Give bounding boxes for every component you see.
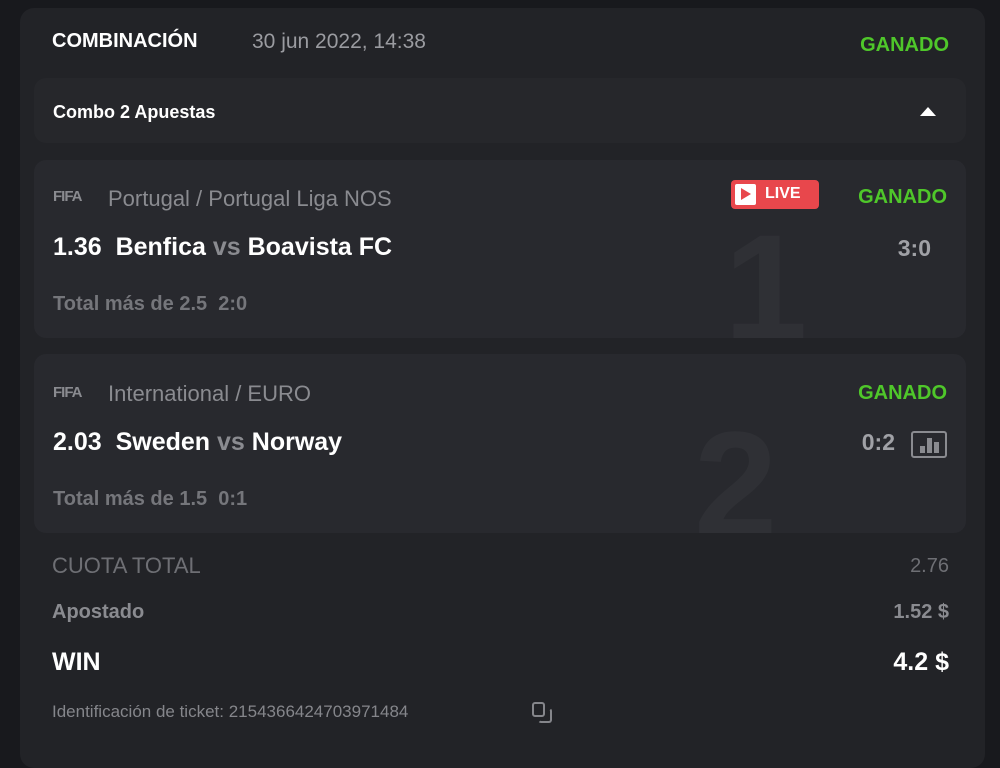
leg-index: 2 xyxy=(694,400,778,533)
market: Total más de 2.5 xyxy=(53,293,208,315)
leg-2: 2 FIFA International / EURO GANADO 2.03 … xyxy=(34,354,966,533)
market: Total más de 1.5 xyxy=(53,488,208,510)
away-team: Boavista FC xyxy=(247,233,393,261)
combo-label: Combo 2 Apuestas xyxy=(53,102,216,122)
league: International / EURO xyxy=(108,381,311,406)
combo-toggle[interactable]: Combo 2 Apuestas xyxy=(34,78,966,143)
staked-label: Apostado xyxy=(52,601,145,623)
leg-status: GANADO xyxy=(858,382,947,404)
market-score: 0:1 xyxy=(218,488,248,510)
bet-type: COMBINACIÓN xyxy=(52,30,198,52)
live-badge: LIVE xyxy=(731,180,819,209)
leg-index: 1 xyxy=(724,203,808,338)
win-label: WIN xyxy=(52,648,101,676)
home-team: Sweden xyxy=(115,428,211,456)
ticket-id: 2154366424703971484 xyxy=(228,702,409,721)
score: 3:0 xyxy=(897,235,931,261)
total-odds: 2.76 xyxy=(910,555,949,577)
live-label: LIVE xyxy=(765,185,801,202)
odds: 1.36 xyxy=(53,233,102,261)
bet-status: GANADO xyxy=(860,34,949,56)
stats-icon[interactable] xyxy=(911,431,947,458)
fifa-icon: FIFA xyxy=(53,384,82,401)
bet-date: 30 jun 2022, 14:38 xyxy=(252,30,426,53)
odds: 2.03 xyxy=(53,428,102,456)
win-amount: 4.2 $ xyxy=(893,648,949,676)
vs: vs xyxy=(217,428,245,456)
total-odds-label: CUOTA TOTAL xyxy=(52,553,201,578)
score: 0:2 xyxy=(861,429,895,455)
play-icon xyxy=(741,188,751,200)
away-team: Norway xyxy=(251,428,343,456)
home-team: Benfica xyxy=(115,233,206,261)
triangle-up-icon[interactable] xyxy=(920,107,936,116)
leg-status: GANADO xyxy=(858,186,947,208)
leg-1: 1 FIFA Portugal / Portugal Liga NOS LIVE… xyxy=(34,160,966,338)
league: Portugal / Portugal Liga NOS xyxy=(108,186,392,211)
fifa-icon: FIFA xyxy=(53,188,82,205)
market-score: 2:0 xyxy=(218,293,248,315)
ticket-label: Identificación de ticket: xyxy=(52,702,224,721)
staked: 1.52 $ xyxy=(893,601,949,623)
copy-icon[interactable] xyxy=(532,702,554,724)
vs: vs xyxy=(212,233,241,261)
